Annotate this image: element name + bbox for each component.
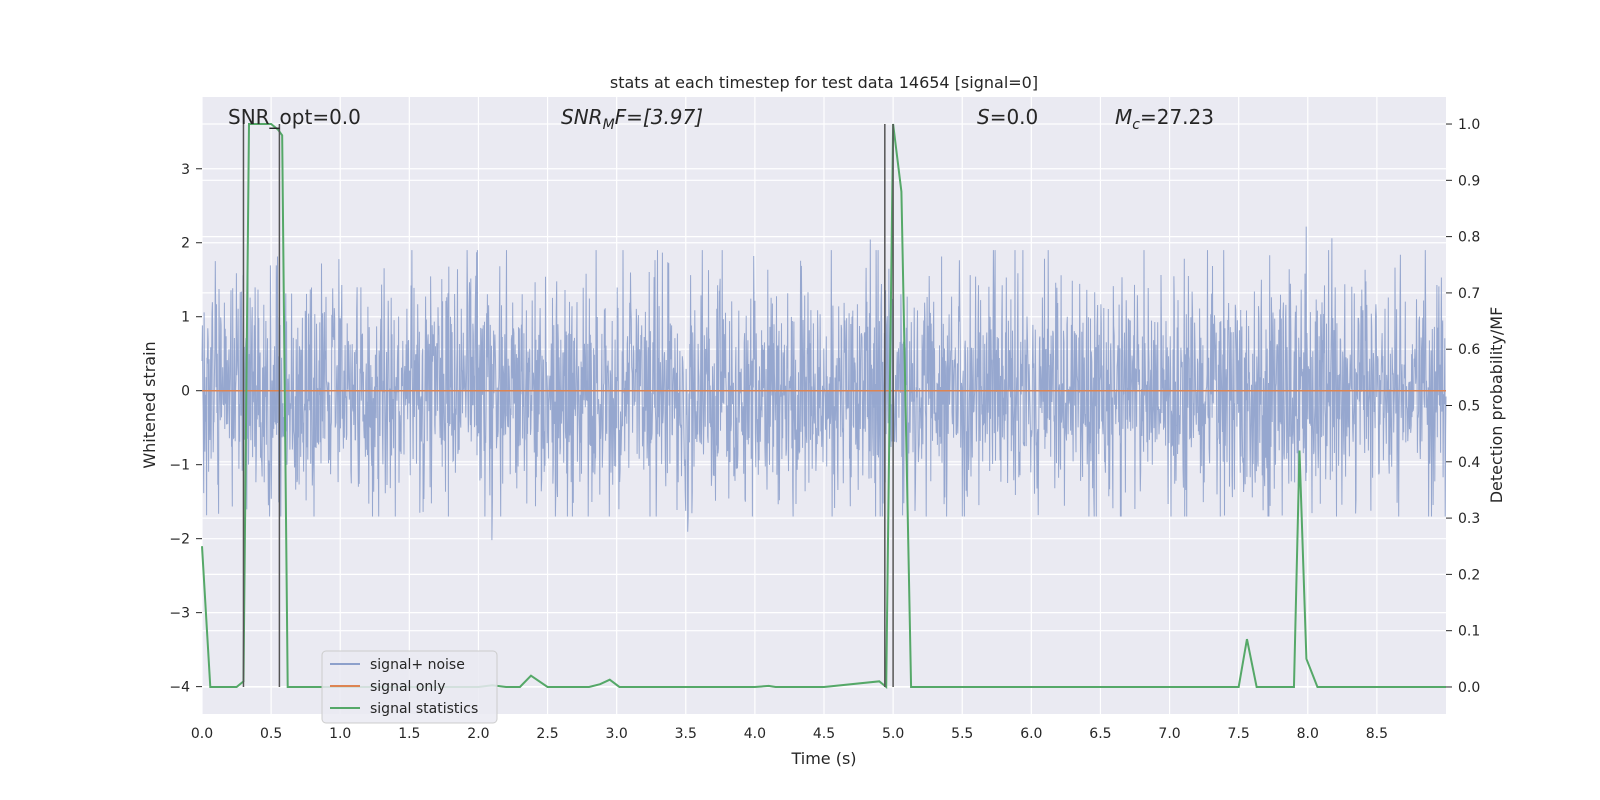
y2-tick-label: 0.7: [1458, 286, 1480, 302]
y-tick-label: 0: [181, 384, 190, 400]
y2-tick-label: 0.8: [1458, 230, 1480, 246]
s-rest: =0.0: [990, 105, 1039, 129]
y-axis-label: Whitened strain: [140, 341, 159, 468]
noise-line: [201, 226, 1447, 541]
y2-tick-label: 0.2: [1458, 567, 1480, 583]
x-tick-label: 1.5: [398, 726, 420, 742]
x-tick-label: 4.5: [813, 726, 835, 742]
y2-tick-label: 0.3: [1458, 511, 1480, 527]
legend-label-signal-statistics: signal statistics: [370, 701, 478, 717]
x-tick-label: 0.0: [191, 726, 213, 742]
x-tick-label: 2.5: [536, 726, 558, 742]
snr-mf-main: SNR: [561, 105, 603, 129]
x-tick-label: 6.5: [1089, 726, 1111, 742]
x-tick-label: 2.0: [467, 726, 489, 742]
y2-tick-label: 0.1: [1458, 624, 1480, 640]
y-tick-label: 3: [181, 162, 190, 178]
x-tick-label: 7.5: [1228, 726, 1250, 742]
y-tick-label: 2: [181, 236, 190, 252]
x-tick-label: 5.5: [951, 726, 973, 742]
vertical-markers: [242, 124, 894, 687]
tick-labels: 0.0 0.5 1.0 1.5 2.0 2.5 3.0 3.5 4.0 4.5 5.0 5.5 6.0 6…: [169, 117, 1480, 742]
x-tick-label: 1.0: [329, 726, 351, 742]
annotation-snr-opt: SNR_opt=0.0: [228, 105, 361, 129]
y2-axis-label: Detection probability/MF: [1487, 307, 1506, 504]
y2-tick-label: 0.4: [1458, 455, 1480, 471]
y2-tick-label: 0.0: [1458, 680, 1480, 696]
x-axis-label: Time (s): [790, 749, 856, 768]
y-tick-label: −1: [169, 458, 190, 474]
x-tick-label: 4.0: [744, 726, 766, 742]
y2-tick-label: 1.0: [1458, 117, 1480, 133]
chart-title: stats at each timestep for test data 146…: [610, 73, 1038, 92]
y2-tick-label: 0.9: [1458, 173, 1480, 189]
mc-sub: c: [1132, 117, 1140, 133]
legend-box: [321, 650, 498, 724]
y-tick-label: −3: [169, 606, 190, 622]
y-tick-label: −4: [169, 680, 190, 696]
legend-label-signal-noise: signal+ noise: [370, 657, 465, 673]
x-tick-label: 6.0: [1020, 726, 1042, 742]
signal-statistics-line: [201, 123, 1446, 690]
x-tick-label: 8.5: [1366, 726, 1388, 742]
y2-tick-label: 0.6: [1458, 342, 1480, 358]
mc-main: M: [1115, 105, 1132, 129]
s-main: S: [977, 105, 990, 129]
snr-mf-rest: F=[3.97]: [615, 105, 703, 129]
series-signal-noise: [201, 226, 1447, 541]
series-group: [201, 123, 1446, 690]
annotation-mc: Mc=27.23: [1115, 105, 1214, 133]
y2-tick-label: 0.5: [1458, 399, 1480, 415]
x-tick-label: 3.5: [675, 726, 697, 742]
x-tick-label: 7.0: [1158, 726, 1180, 742]
annotation-snr-mf: SNRMF=[3.97]: [561, 105, 703, 133]
y-tick-label: 1: [181, 310, 190, 326]
legend: signal+ noise signal only signal statist…: [321, 650, 498, 724]
snr-mf-sub: M: [603, 117, 615, 133]
x-tick-label: 8.0: [1297, 726, 1319, 742]
y-tick-label: −2: [169, 532, 190, 548]
x-tick-label: 0.5: [260, 726, 282, 742]
legend-label-signal-only: signal only: [370, 679, 445, 695]
x-tick-label: 5.0: [882, 726, 904, 742]
annotation-s: S=0.0: [977, 105, 1038, 129]
mc-rest: =27.23: [1140, 105, 1214, 129]
x-tick-label: 3.0: [606, 726, 628, 742]
